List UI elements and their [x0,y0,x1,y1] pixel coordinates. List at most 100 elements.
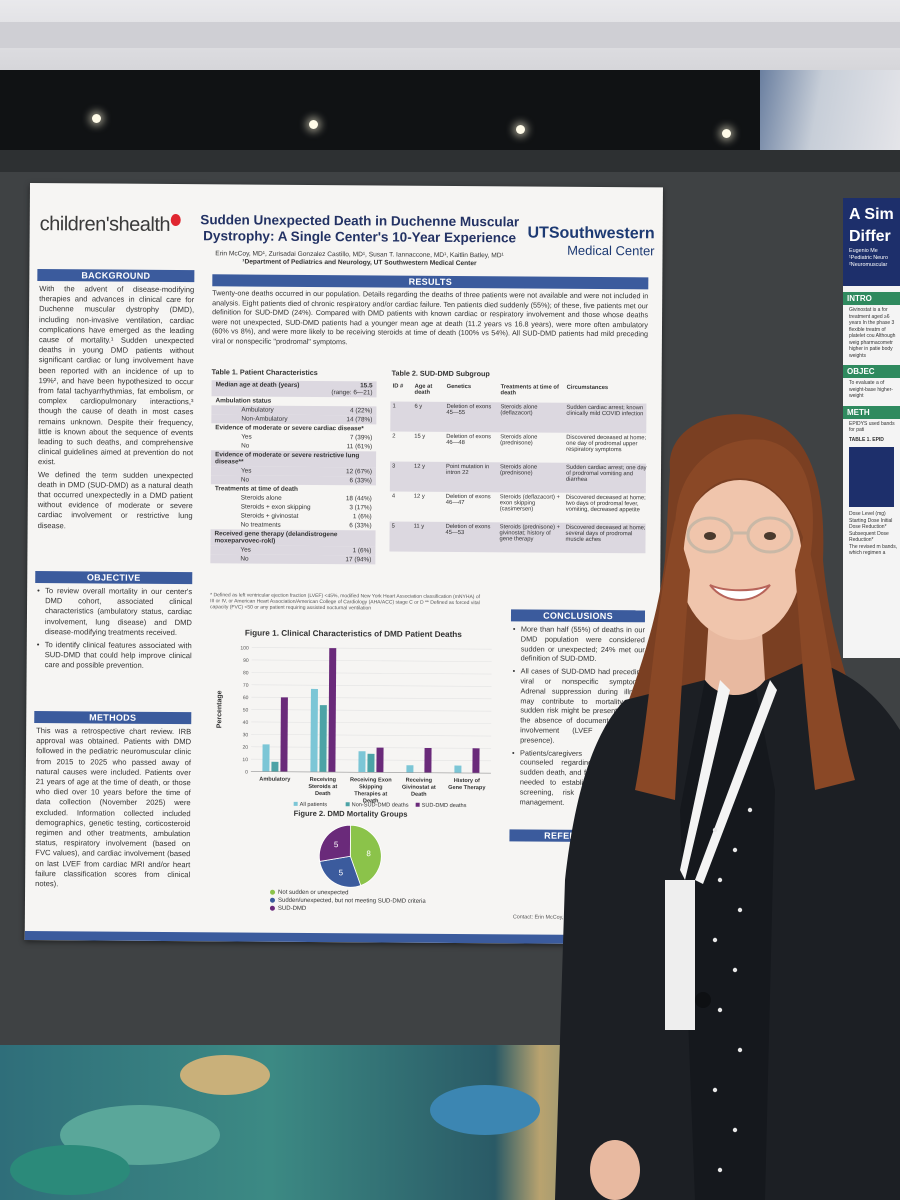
figure1-bar-chart: 0 10 20 30 40 50 60 70 80 90 100 Percentage Ambulato… [216,645,492,809]
x-tick-label: Steroids at [308,784,337,790]
x-tick-label: Ambulatory [259,777,291,783]
y-axis-label: Percentage [216,690,223,728]
neighbor-table [849,447,894,507]
neighbor-intro-text: Givinostat is a for treatment aged ≥6 ye… [849,307,896,359]
ceiling-light [92,114,101,123]
x-tick-label: History of [454,778,480,784]
neighbor-intro-header: INTRO [843,292,900,305]
glasses-left-lens [686,516,734,554]
pie-slice-label: 5 [334,840,339,849]
x-axis [250,771,491,774]
hair-side-left [635,520,690,800]
results-header: RESULTS [212,274,649,290]
background-header: BACKGROUND [37,269,195,283]
ceiling-light [722,129,731,138]
y-tick-label: 20 [242,745,248,751]
gridline [251,647,492,650]
y-tick-label: 80 [243,670,249,676]
x-tick-label: Death [315,791,331,797]
jacket-button [695,992,711,1008]
y-tick-label: 0 [245,770,248,776]
face [678,480,802,640]
figure2-title: Figure 2. DMD Mortality Groups [293,808,408,819]
table1-row-header: Received gene therapy (delandistrogene m… [210,529,376,547]
table2-title: Table 2. SUD-DMD Subgroup [391,368,490,379]
x-tick-label: Receiving [406,778,433,784]
legend-swatch [293,801,298,806]
bar [358,751,366,773]
neighbor-table-rows: Dose Level (mg) Starting Dose Initial Do… [849,511,893,543]
table1-row-header: Evidence of moderate or severe restricti… [211,450,377,468]
table1-row-median: Median age at death (years) 15.5 (range:… [211,380,377,398]
bar [310,688,318,773]
x-tick-label: Death [363,798,379,804]
poster-title: Sudden Unexpected Death in Duchenne Musc… [200,212,520,246]
legend-swatch [345,802,350,807]
ceiling-light [516,125,525,134]
neighbor-table-title: TABLE 1. EPID [849,436,884,443]
figure2-pie-chart: 8 5 5 [318,824,382,888]
table-footnote: * Defined as left ventricular ejection f… [210,592,481,612]
y-tick-label: 60 [243,695,249,701]
gridline [251,672,492,675]
y-tick-label: 40 [243,720,249,726]
bar [472,748,480,774]
blouse-dots [712,807,753,1173]
bar [454,765,462,774]
lanyard-left [680,680,730,880]
background-text: With the advent of disease-modifying the… [37,284,195,530]
pie-slice [318,824,351,862]
bar [271,761,279,772]
objective-text: To review overall mortality in our cente… [37,586,193,675]
bar [424,747,432,773]
lanyard-right [695,680,777,884]
neighbor-poster: A Sim Differ Eugenio Me ¹Pediatric Neuro… [843,198,900,658]
neighbor-objective-text: To evaluate a of weight-base higher-weig… [849,380,893,399]
table1-row: No 17 (94%) [210,554,376,565]
legend-label: Non-SUD-DMD deaths [352,802,409,808]
legend-label: SUD-DMD deaths [422,803,467,809]
pie-slice [349,824,382,886]
childrens-health-logo: children'shealth [40,213,182,237]
table1-title: Table 1. Patient Characteristics [211,367,318,378]
eye-right [764,532,776,540]
bar [328,648,337,773]
gridline [251,709,492,712]
ut-southwestern-logo: UTSouthwestern Medical Center [527,224,655,259]
figure1-title: Figure 1. Clinical Characteristics of DM… [244,628,462,640]
neighbor-poster-title: A Sim Differ Eugenio Me ¹Pediatric Neuro… [843,198,900,286]
bar [367,753,375,773]
neighbor-poster-author: Eugenio Me [849,248,878,254]
bar [319,705,327,773]
balloon-icon [171,213,182,227]
x-tick-label: Receiving Exon [350,777,392,783]
table1: Median age at death (years) 15.5 (range:… [210,380,377,565]
gridline [251,659,492,662]
y-tick-label: 30 [243,732,249,738]
figure2-legend: Not sudden or unexpected Sudden/unexpect… [269,889,426,914]
gridline [251,746,492,749]
pie-slice [319,855,362,888]
bar [406,765,414,773]
x-tick-label: Givinostat at [402,785,436,791]
methods-text: This was a retrospective chart review. I… [35,726,192,889]
legend-item: SUD-DMD [269,905,426,914]
pie-slice-label: 8 [366,849,371,858]
legend-label: All patients [300,802,328,808]
results-text: Twenty-one deaths occurred in our popula… [211,288,649,347]
name-badge [665,880,695,1030]
y-tick-label: 50 [243,707,249,713]
y-tick-label: 10 [242,757,248,763]
x-tick-label: Death [411,792,427,798]
y-tick-label: 90 [243,658,249,664]
gridline [251,721,492,724]
ceiling-beam [0,22,900,48]
gridline [251,684,492,687]
neighbor-note: The revised m bands, which regimen a [849,543,898,557]
ceiling-light [309,120,318,129]
hand [590,1140,640,1200]
x-tick-label: Gene Therapy [448,785,486,791]
hair-front [675,439,813,570]
eye-left [704,532,716,540]
x-tick-label: Skipping [359,784,383,790]
